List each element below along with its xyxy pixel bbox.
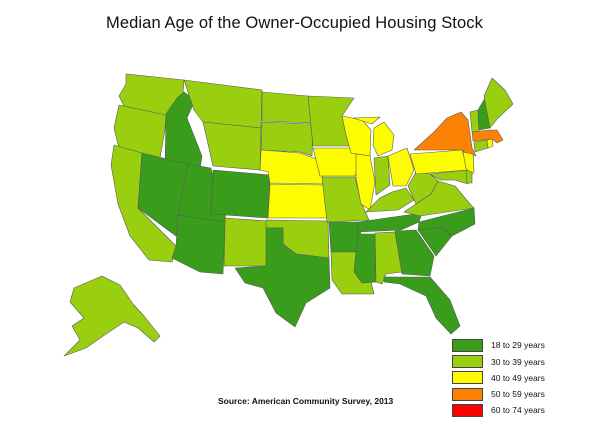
legend-item: 40 to 49 years xyxy=(452,371,545,386)
legend-swatch xyxy=(452,371,483,385)
legend-swatch xyxy=(452,355,483,369)
state-GA xyxy=(394,229,435,277)
legend-label: 40 to 49 years xyxy=(491,372,545,383)
source-note: Source: American Community Survey, 2013 xyxy=(218,396,394,406)
legend-swatch xyxy=(452,403,483,417)
state-MS xyxy=(353,233,377,284)
state-TX xyxy=(234,227,331,328)
state-RI xyxy=(486,138,494,149)
legend-swatch xyxy=(452,387,483,401)
state-ND xyxy=(261,91,313,124)
state-AK xyxy=(63,275,161,357)
map-legend: 18 to 29 years 30 to 39 years 40 to 49 y… xyxy=(452,338,545,419)
legend-item: 30 to 39 years xyxy=(452,354,545,369)
legend-label: 50 to 59 years xyxy=(491,389,545,400)
state-TN xyxy=(357,212,423,233)
state-MA xyxy=(471,129,504,144)
state-SD xyxy=(260,121,314,157)
state-VT xyxy=(469,109,480,133)
state-IN xyxy=(373,155,391,196)
state-CO xyxy=(210,169,271,219)
state-NE xyxy=(259,149,325,185)
legend-item: 50 to 59 years xyxy=(452,387,545,402)
state-WY xyxy=(202,121,262,171)
state-MO xyxy=(321,176,370,223)
state-CT xyxy=(473,139,489,153)
state-NV xyxy=(137,152,189,237)
state-NM xyxy=(223,217,269,267)
state-KY xyxy=(365,187,415,213)
state-OH xyxy=(387,147,415,187)
state-MD xyxy=(429,169,469,185)
state-AZ xyxy=(171,214,226,275)
legend-label: 30 to 39 years xyxy=(491,356,545,367)
state-FL xyxy=(383,276,461,335)
legend-swatch xyxy=(452,338,483,352)
legend-item: 60 to 74 years xyxy=(452,403,545,418)
state-DE xyxy=(465,169,473,184)
legend-label: 60 to 74 years xyxy=(491,405,545,416)
state-NY xyxy=(413,111,477,157)
map-title: Median Age of the Owner-Occupied Housing… xyxy=(106,14,483,32)
state-MI xyxy=(352,116,395,157)
state-ME xyxy=(483,77,514,129)
legend-label: 18 to 29 years xyxy=(491,340,545,351)
state-MT xyxy=(183,79,263,129)
state-KS xyxy=(267,183,328,219)
legend-item: 18 to 29 years xyxy=(452,338,545,353)
state-PA xyxy=(409,149,469,175)
